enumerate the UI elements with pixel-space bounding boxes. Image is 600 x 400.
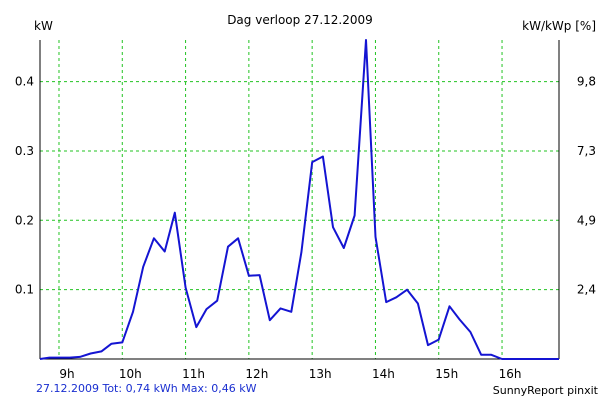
y-axis-right-label: kW/kWp [%] (522, 19, 596, 33)
y-tick-label-left: 0.1 (15, 283, 34, 297)
series-line (39, 39, 559, 360)
axes (39, 40, 560, 360)
footer-credit: SunnyReport pinxit (493, 384, 599, 397)
grid (40, 40, 559, 359)
x-tick-label: 10h (119, 367, 142, 381)
x-tick-label: 13h (309, 367, 332, 381)
y-axis-left-label: kW (34, 19, 53, 33)
chart-title: Dag verloop 27.12.2009 (227, 13, 373, 27)
series-group (39, 39, 559, 360)
x-tick-label: 15h (435, 367, 458, 381)
y-tick-label-right: 2,4 (577, 283, 596, 297)
x-tick-label: 16h (499, 367, 522, 381)
y-tick-label-right: 7,3 (577, 144, 596, 158)
y-tick-label-left: 0.3 (15, 144, 34, 158)
y-tick-label-left: 0.2 (15, 213, 34, 227)
y-tick-label-left: 0.4 (15, 75, 34, 89)
x-tick-label: 9h (59, 367, 74, 381)
x-tick-label: 11h (182, 367, 205, 381)
y-tick-label-right: 4,9 (577, 213, 596, 227)
tick-labels: 9h 10h 11h 12h 13h 14h 15h 16h 0.1 0.2 0.3 0.4 2,4 4,… (15, 75, 596, 381)
x-tick-label: 14h (372, 367, 395, 381)
y-tick-label-right: 9,8 (577, 75, 596, 89)
footer-summary: 27.12.2009 Tot: 0,74 kWh Max: 0,46 kW (36, 382, 257, 395)
x-tick-label: 12h (245, 367, 268, 381)
